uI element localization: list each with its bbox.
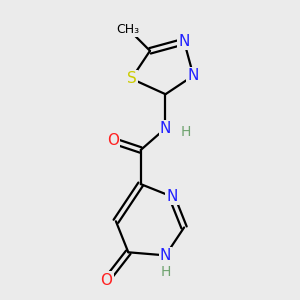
Text: N: N (166, 189, 177, 204)
Text: N: N (160, 121, 171, 136)
Text: S: S (127, 71, 136, 86)
Text: N: N (188, 68, 199, 83)
Text: H: H (181, 125, 191, 139)
Text: H: H (160, 266, 171, 279)
Text: O: O (100, 273, 112, 288)
Text: CH₃: CH₃ (117, 22, 140, 36)
Text: N: N (160, 248, 171, 263)
Text: N: N (178, 34, 190, 49)
Text: O: O (107, 133, 119, 148)
